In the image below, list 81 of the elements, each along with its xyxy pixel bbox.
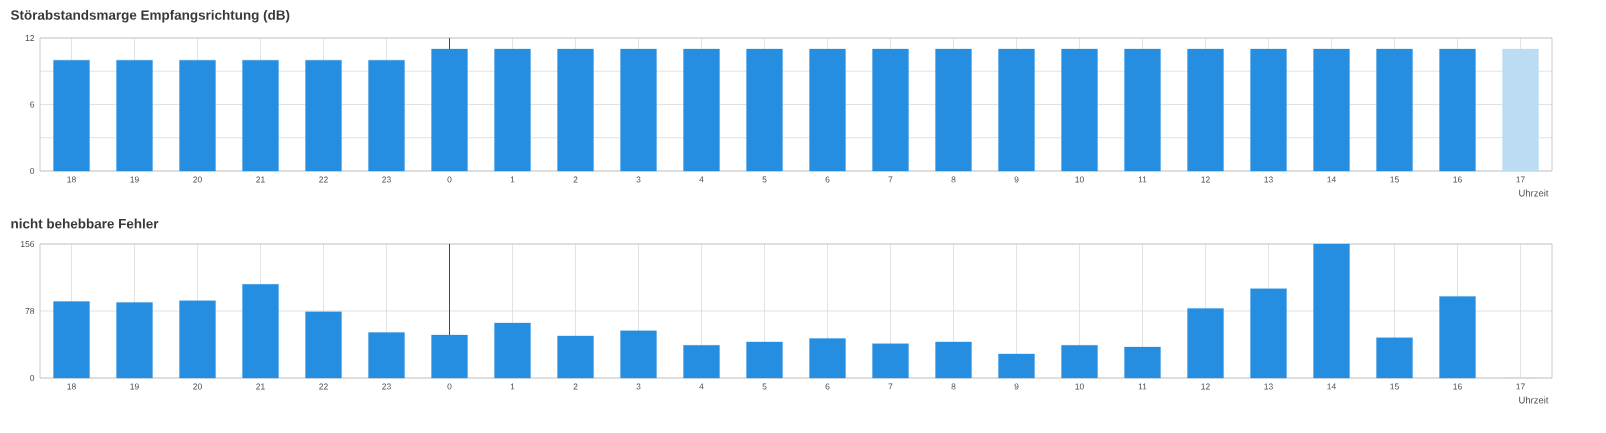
x-tick-label: 18	[67, 383, 76, 390]
y-tick-label: 12	[25, 35, 35, 41]
x-tick-label: 2	[573, 176, 578, 183]
x-tick-label: 2	[573, 383, 578, 390]
x-tick-label: 20	[193, 176, 202, 183]
x-tick-label: 20	[193, 383, 202, 390]
bar	[1313, 243, 1350, 379]
x-tick-label: 17	[1516, 176, 1525, 183]
x-tick-label: 13	[1264, 176, 1273, 183]
bar	[1376, 337, 1413, 379]
x-axis-title: Uhrzeit	[1519, 396, 1549, 404]
x-axis-title: Uhrzeit	[1519, 189, 1549, 197]
x-tick-label: 18	[67, 176, 76, 183]
x-tick-label: 19	[130, 176, 139, 183]
bar	[1124, 346, 1161, 379]
x-tick-label: 4	[699, 176, 704, 183]
bar	[998, 353, 1035, 379]
bar	[809, 338, 846, 379]
x-tick-label: 14	[1327, 383, 1336, 390]
bar	[179, 300, 216, 379]
x-tick-label: 3	[636, 176, 641, 183]
x-tick-label: 13	[1264, 383, 1273, 390]
y-tick-label: 0	[30, 375, 35, 381]
x-tick-label: 23	[382, 176, 391, 183]
bar	[1187, 308, 1224, 379]
bar	[1250, 288, 1287, 379]
x-tick-label: 22	[319, 176, 328, 183]
x-tick-label: 10	[1075, 383, 1084, 390]
x-tick-label: 3	[636, 383, 641, 390]
x-tick-label: 0	[447, 383, 452, 390]
y-tick-label: 156	[20, 241, 35, 247]
y-tick-label: 0	[30, 168, 35, 174]
bar	[242, 284, 279, 379]
x-tick-label: 9	[1014, 176, 1019, 183]
x-tick-label: 5	[762, 176, 767, 183]
x-tick-label: 7	[888, 383, 893, 390]
bar	[620, 330, 657, 379]
bar	[53, 301, 90, 379]
y-tick-label: 78	[25, 308, 35, 314]
x-tick-label: 16	[1453, 383, 1462, 390]
x-tick-label: 9	[1014, 383, 1019, 390]
chart-title: Störabstandsmarge Empfangsrichtung (dB)	[10, 9, 290, 23]
bar	[1439, 296, 1476, 379]
x-tick-label: 0	[447, 176, 452, 183]
x-tick-label: 16	[1453, 176, 1462, 183]
bar	[557, 335, 594, 379]
x-tick-label: 22	[319, 383, 328, 390]
x-tick-label: 8	[951, 383, 956, 390]
x-tick-label: 4	[699, 383, 704, 390]
x-tick-label: 21	[256, 176, 265, 183]
chart-title: nicht behebbare Fehler	[11, 218, 159, 229]
x-tick-label: 12	[1201, 176, 1210, 183]
bar	[368, 332, 405, 379]
x-tick-label: 1	[510, 176, 515, 183]
x-tick-label: 11	[1138, 176, 1147, 183]
x-tick-label: 5	[762, 383, 767, 390]
x-tick-label: 14	[1327, 176, 1336, 183]
x-tick-label: 15	[1390, 383, 1399, 390]
bar	[431, 334, 468, 379]
x-tick-label: 23	[382, 383, 391, 390]
bar	[1061, 345, 1098, 379]
x-tick-label: 8	[951, 176, 956, 183]
x-tick-label: 19	[130, 383, 139, 390]
bar	[872, 343, 909, 379]
bar	[305, 311, 342, 379]
y-tick-label: 6	[30, 101, 35, 108]
x-tick-label: 17	[1516, 383, 1525, 390]
bar	[116, 302, 153, 379]
bar	[494, 322, 531, 379]
x-tick-label: 11	[1138, 383, 1147, 390]
x-tick-label: 6	[825, 176, 830, 183]
x-tick-label: 7	[888, 176, 893, 183]
x-tick-label: 6	[825, 383, 830, 390]
x-tick-label: 15	[1390, 176, 1399, 183]
x-tick-label: 12	[1201, 383, 1210, 390]
bar	[935, 341, 972, 379]
x-tick-label: 21	[256, 383, 265, 390]
bar	[683, 345, 720, 379]
x-tick-label: 10	[1075, 176, 1084, 183]
x-tick-label: 1	[510, 383, 515, 390]
bar	[746, 341, 783, 379]
